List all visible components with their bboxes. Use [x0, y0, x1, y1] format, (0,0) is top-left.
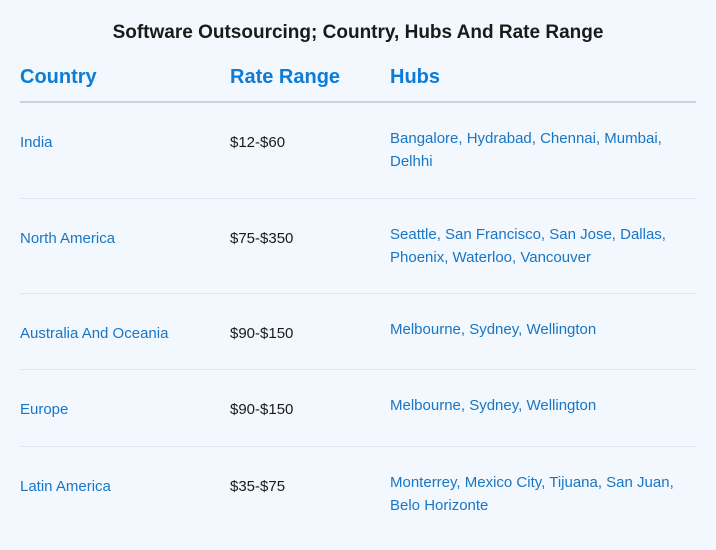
cell-hubs: Bangalore, Hydrabad, Chennai, Mumbai, De…	[390, 127, 696, 174]
table-body: India $12-$60 Bangalore, Hydrabad, Chenn…	[20, 103, 696, 541]
cell-hubs: Seattle, San Francisco, San Jose, Dallas…	[390, 223, 696, 270]
cell-country: India	[20, 127, 230, 154]
cell-hubs: Monterrey, Mexico City, Tijuana, San Jua…	[390, 471, 696, 518]
table-row: Europe $90-$150 Melbourne, Sydney, Welli…	[20, 370, 696, 446]
cell-country: Australia And Oceania	[20, 318, 230, 345]
cell-rate: $90-$150	[230, 318, 390, 345]
cell-rate: $90-$150	[230, 394, 390, 421]
table-row: India $12-$60 Bangalore, Hydrabad, Chenn…	[20, 103, 696, 199]
header-rate: Rate Range	[230, 66, 390, 89]
cell-country: Latin America	[20, 471, 230, 498]
cell-hubs: Melbourne, Sydney, Wellington	[390, 318, 696, 341]
page-title: Software Outsourcing; Country, Hubs And …	[20, 22, 696, 44]
table-header: Country Rate Range Hubs	[20, 66, 696, 103]
table-container: Software Outsourcing; Country, Hubs And …	[0, 0, 716, 550]
cell-rate: $12-$60	[230, 127, 390, 154]
cell-country: North America	[20, 223, 230, 250]
header-hubs: Hubs	[390, 66, 696, 89]
cell-rate: $75-$350	[230, 223, 390, 250]
header-country: Country	[20, 66, 230, 89]
table-row: North America $75-$350 Seattle, San Fran…	[20, 199, 696, 295]
cell-country: Europe	[20, 394, 230, 421]
cell-rate: $35-$75	[230, 471, 390, 498]
table-row: Australia And Oceania $90-$150 Melbourne…	[20, 294, 696, 370]
cell-hubs: Melbourne, Sydney, Wellington	[390, 394, 696, 417]
table-row: Latin America $35-$75 Monterrey, Mexico …	[20, 447, 696, 542]
